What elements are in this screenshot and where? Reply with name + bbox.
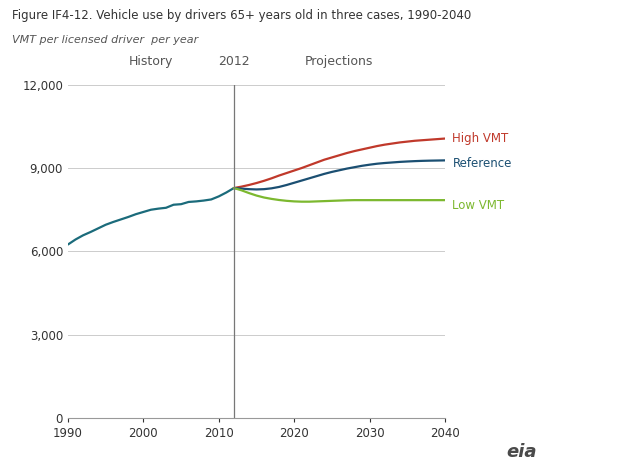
Text: VMT per licensed driver  per year: VMT per licensed driver per year [12, 35, 198, 45]
Text: eia: eia [507, 443, 537, 461]
Text: Reference: Reference [452, 157, 512, 170]
Text: 2012: 2012 [218, 55, 250, 68]
Text: Projections: Projections [305, 55, 374, 68]
Text: Figure IF4-12. Vehicle use by drivers 65+ years old in three cases, 1990-2040: Figure IF4-12. Vehicle use by drivers 65… [12, 9, 472, 23]
Text: History: History [129, 55, 173, 68]
Text: Low VMT: Low VMT [452, 199, 505, 212]
Text: High VMT: High VMT [452, 132, 509, 145]
